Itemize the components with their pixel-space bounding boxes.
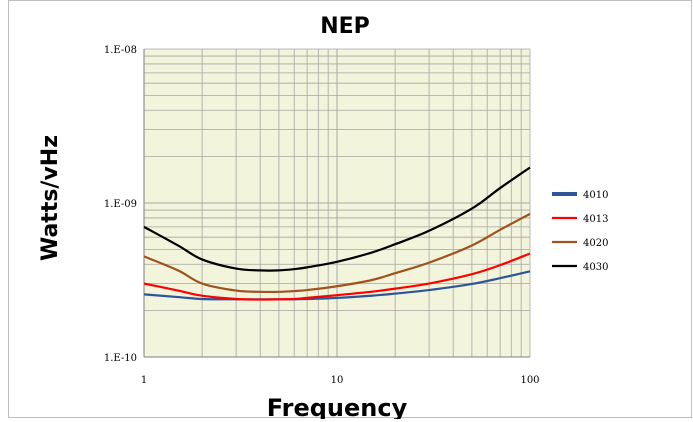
series-line-4030 (143, 166, 531, 272)
y-tick-label: 1.E-08 (104, 45, 137, 56)
tick-labels: 1 10 100 1.E-08 1.E-09 1.E-10 (104, 45, 540, 386)
nep-chart: 1 10 100 1.E-08 1.E-09 1.E-10 4010 4013 4020 403… (38, 14, 608, 419)
x-tick-label: 100 (520, 375, 539, 386)
y-axis-label: Watts/vHz (38, 135, 63, 261)
chart-frame: 1 10 100 1.E-08 1.E-09 1.E-10 4010 4013 4020 403… (8, 0, 692, 419)
series-line-4013 (143, 252, 531, 301)
legend-label-4010: 4010 (583, 190, 608, 201)
axes (143, 49, 530, 358)
x-axis-label: Frequency (267, 394, 408, 419)
y-tick-label: 1.E-10 (104, 353, 137, 364)
series-line-4010 (143, 270, 531, 301)
grid (143, 48, 531, 358)
y-tick-label: 1.E-09 (104, 199, 137, 210)
legend-label-4020: 4020 (583, 238, 608, 249)
x-tick-label: 10 (331, 375, 344, 386)
x-tick-label: 1 (141, 375, 147, 386)
series-lines (143, 166, 531, 301)
chart-title: NEP (320, 14, 370, 39)
series-line-4020 (143, 212, 531, 294)
legend-label-4013: 4013 (583, 214, 608, 225)
legend-label-4030: 4030 (583, 262, 608, 273)
legend: 4010 4013 4020 4030 (552, 190, 608, 273)
